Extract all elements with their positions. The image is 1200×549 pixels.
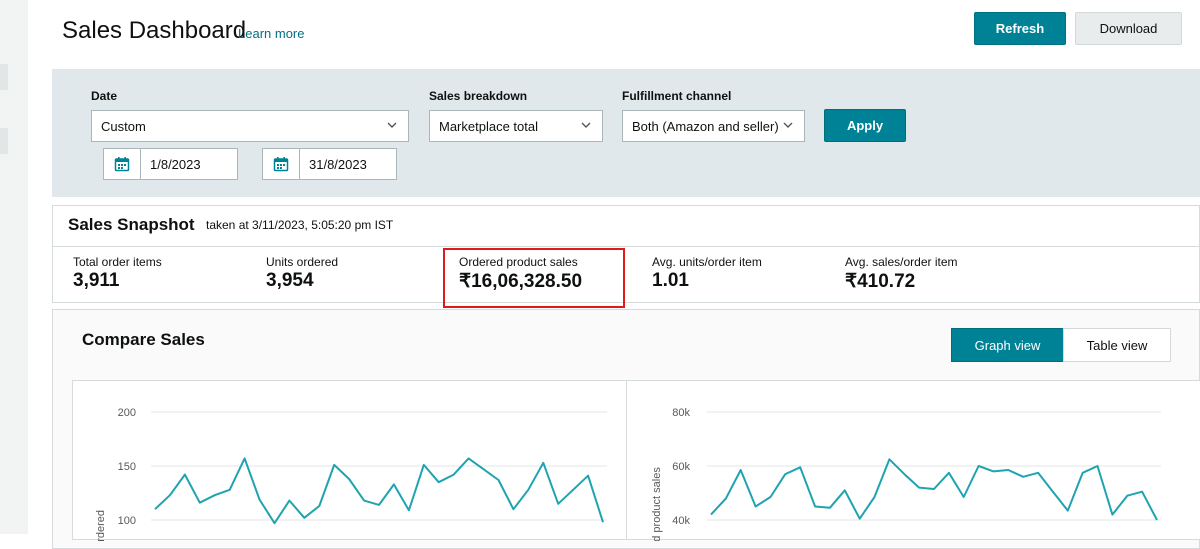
page-title: Sales Dashboard — [62, 17, 247, 44]
y-tick-label: 60k — [672, 461, 690, 473]
y-axis-label: Ordered product sales — [651, 467, 663, 541]
chevron-down-icon — [783, 122, 793, 128]
metric-value: 1.01 — [652, 270, 689, 291]
compare-sales-title: Compare Sales — [82, 330, 205, 349]
product-sales-chart: 80k 60k 40k Ordered product sales — [626, 380, 1200, 549]
y-tick-label: 100 — [118, 515, 136, 527]
metric-units-ordered: Units ordered 3,954 — [266, 255, 338, 292]
highlight-box — [443, 248, 625, 308]
metric-label: Total order items — [73, 255, 162, 269]
metric-total-order-items: Total order items 3,911 — [73, 255, 162, 292]
y-axis-label: Units ordered — [95, 510, 107, 541]
left-rail — [0, 0, 28, 534]
metric-value: 3,911 — [73, 270, 120, 291]
product-sales-chart-svg: 80k 60k 40k Ordered product sales — [651, 407, 1161, 549]
date-label: Date — [91, 89, 118, 103]
channel-label: Fulfillment channel — [622, 89, 732, 103]
download-button[interactable]: Download — [1075, 12, 1182, 45]
end-date-value: 31/8/2023 — [309, 156, 367, 172]
learn-more-link[interactable]: Learn more — [238, 26, 305, 41]
metric-ordered-product-sales: Ordered product sales ₹16,06,328.50 — [459, 255, 582, 293]
breakdown-select[interactable]: Marketplace total — [429, 110, 603, 142]
metric-label: Ordered product sales — [459, 255, 578, 269]
metric-label: Avg. sales/order item — [845, 255, 958, 269]
metric-label: Units ordered — [266, 255, 339, 269]
channel-select-value: Both (Amazon and seller) — [632, 118, 779, 134]
series-line — [154, 457, 604, 525]
y-tick-label: 40k — [672, 515, 690, 527]
sales-snapshot-panel: Sales Snapshot taken at 3/11/2023, 5:05:… — [52, 205, 1200, 303]
series-line — [710, 458, 1158, 521]
chevron-down-icon — [581, 122, 591, 128]
table-view-button[interactable]: Table view — [1063, 328, 1171, 362]
metric-value: ₹16,06,328.50 — [459, 271, 583, 292]
chevron-down-icon — [387, 122, 397, 128]
metric-label: Avg. units/order item — [652, 255, 762, 269]
calendar-icon[interactable] — [263, 149, 300, 179]
units-ordered-chart-svg: 200 150 100 Units ordered — [95, 407, 607, 549]
snapshot-timestamp: taken at 3/11/2023, 5:05:20 pm IST — [206, 218, 394, 232]
end-date-field[interactable]: 31/8/2023 — [262, 148, 397, 180]
y-tick-label: 150 — [118, 461, 136, 473]
metric-value: 3,954 — [266, 270, 314, 291]
rail-item[interactable] — [0, 128, 8, 154]
y-tick-label: 200 — [118, 407, 136, 419]
date-select-value: Custom — [101, 118, 146, 134]
channel-select[interactable]: Both (Amazon and seller) — [622, 110, 805, 142]
snapshot-title: Sales Snapshot — [68, 215, 195, 234]
apply-button[interactable]: Apply — [824, 109, 906, 142]
breakdown-select-value: Marketplace total — [439, 118, 538, 134]
units-ordered-chart: 200 150 100 Units ordered — [72, 380, 627, 549]
graph-view-button[interactable]: Graph view — [951, 328, 1064, 362]
date-select[interactable]: Custom — [91, 110, 409, 142]
refresh-button[interactable]: Refresh — [974, 12, 1066, 45]
start-date-field[interactable]: 1/8/2023 — [103, 148, 238, 180]
y-tick-label: 80k — [672, 407, 690, 419]
calendar-icon[interactable] — [104, 149, 141, 179]
metric-avg-units: Avg. units/order item 1.01 — [652, 255, 762, 292]
start-date-value: 1/8/2023 — [150, 156, 201, 172]
metric-value: ₹410.72 — [845, 271, 916, 292]
snapshot-header: Sales Snapshot taken at 3/11/2023, 5:05:… — [53, 206, 1199, 247]
rail-item[interactable] — [0, 64, 8, 90]
metric-avg-sales: Avg. sales/order item ₹410.72 — [845, 255, 958, 293]
breakdown-label: Sales breakdown — [429, 89, 528, 103]
